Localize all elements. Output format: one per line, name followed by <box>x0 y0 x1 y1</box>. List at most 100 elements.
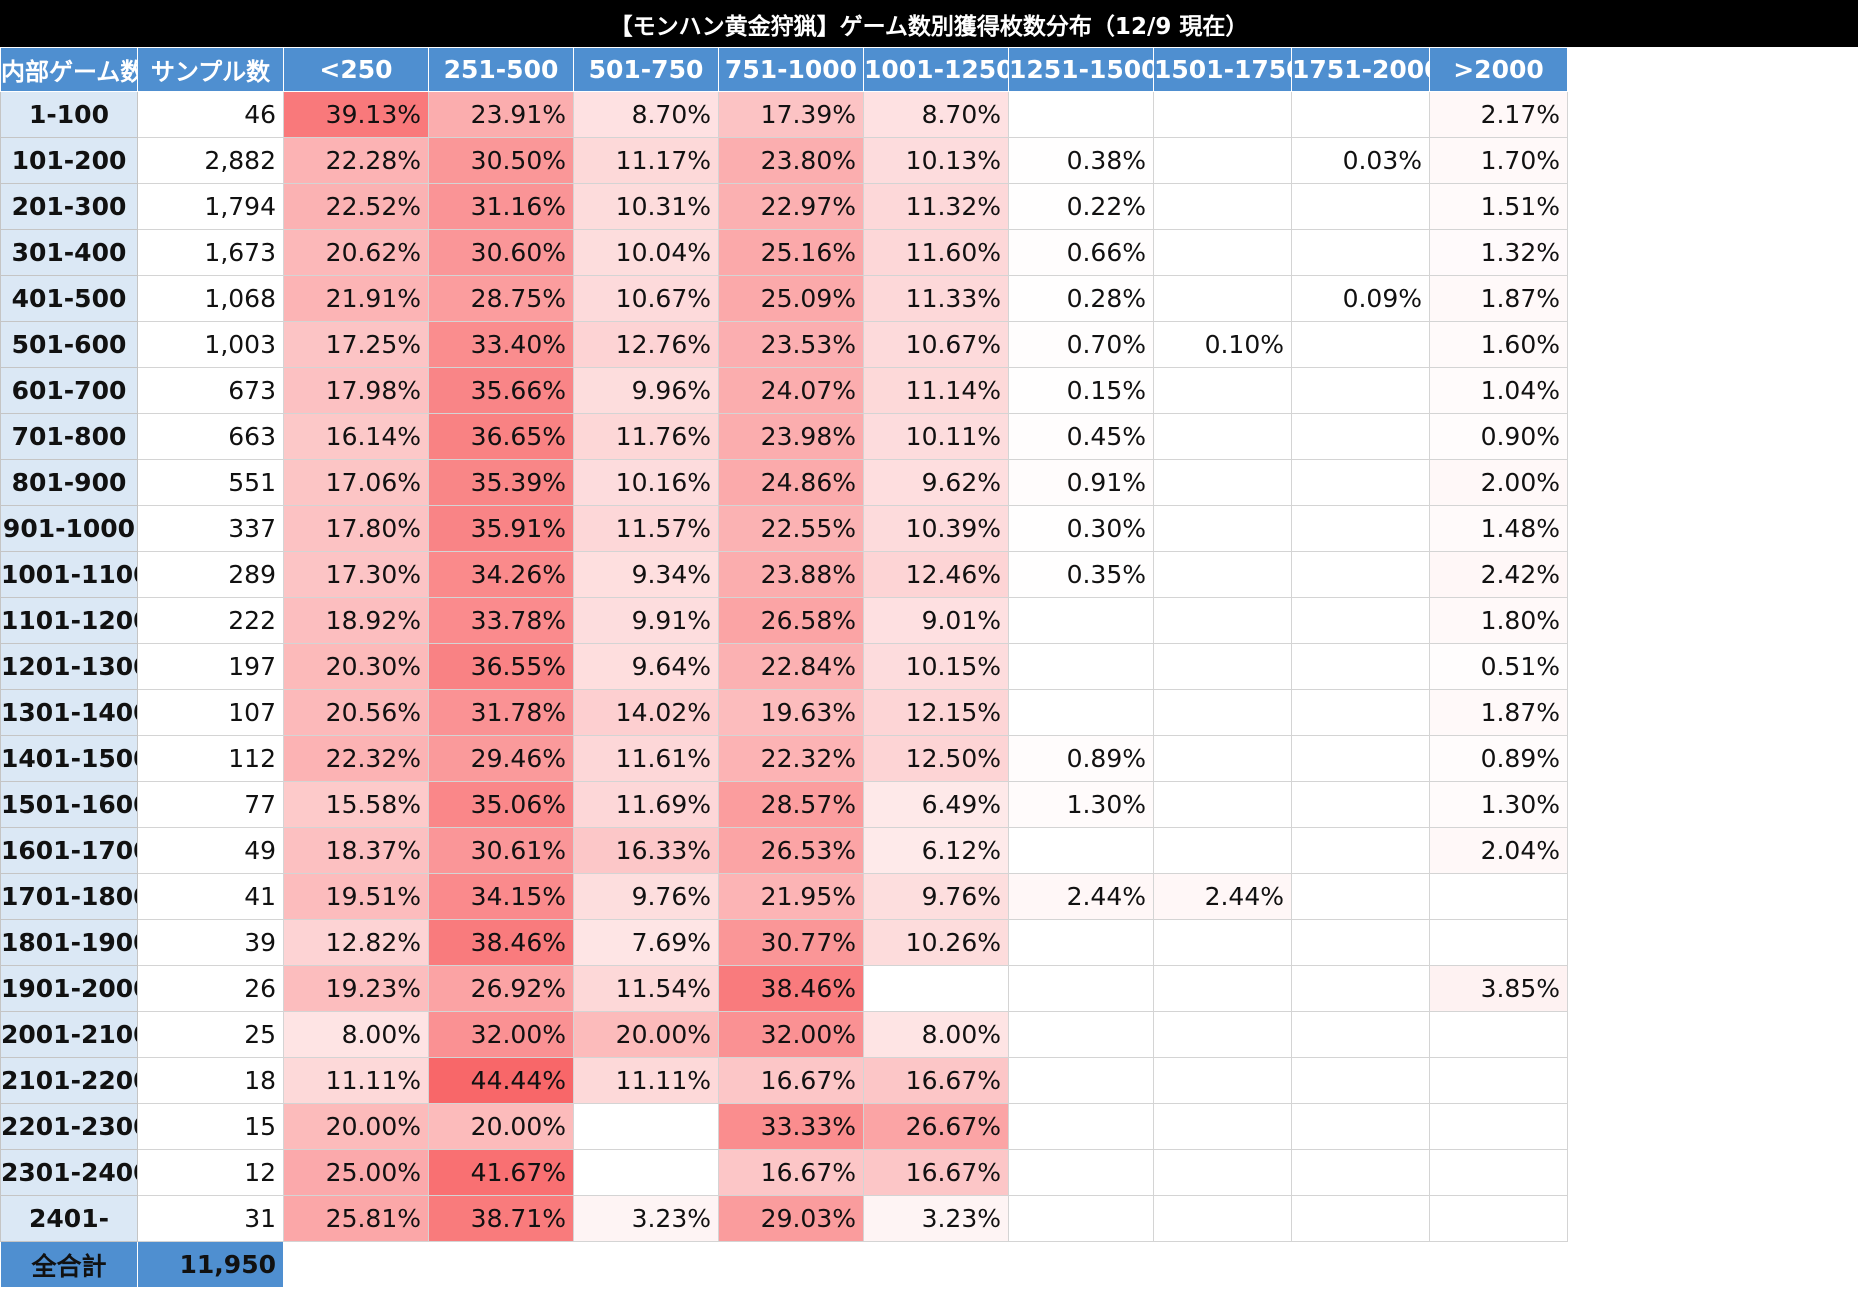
percent-cell[interactable]: 0.15% <box>1008 367 1154 414</box>
percent-cell[interactable]: 21.95% <box>718 873 864 920</box>
percent-cell[interactable] <box>1153 459 1292 506</box>
percent-cell[interactable]: 30.60% <box>428 229 574 276</box>
row-sample-count[interactable]: 39 <box>137 919 284 966</box>
percent-cell[interactable]: 3.23% <box>863 1195 1009 1242</box>
row-game-count[interactable]: 1501-1600 <box>0 781 138 828</box>
percent-cell[interactable]: 11.76% <box>573 413 719 460</box>
percent-cell[interactable]: 14.02% <box>573 689 719 736</box>
percent-cell[interactable] <box>1153 597 1292 644</box>
percent-cell[interactable]: 35.06% <box>428 781 574 828</box>
row-game-count[interactable]: 801-900 <box>0 459 138 506</box>
percent-cell[interactable]: 31.16% <box>428 183 574 230</box>
header-sample-count[interactable]: サンプル数 <box>137 47 284 92</box>
percent-cell[interactable]: 1.87% <box>1429 275 1568 322</box>
row-game-count[interactable]: 501-600 <box>0 321 138 368</box>
percent-cell[interactable]: 0.70% <box>1008 321 1154 368</box>
row-sample-count[interactable]: 197 <box>137 643 284 690</box>
percent-cell[interactable]: 1.80% <box>1429 597 1568 644</box>
percent-cell[interactable]: 17.80% <box>283 505 429 552</box>
percent-cell[interactable]: 9.62% <box>863 459 1009 506</box>
percent-cell[interactable]: 1.87% <box>1429 689 1568 736</box>
percent-cell[interactable] <box>1153 275 1292 322</box>
percent-cell[interactable] <box>1291 1057 1430 1104</box>
percent-cell[interactable] <box>1291 229 1430 276</box>
percent-cell[interactable]: 18.92% <box>283 597 429 644</box>
percent-cell[interactable]: 19.63% <box>718 689 864 736</box>
percent-cell[interactable] <box>1429 1011 1568 1058</box>
percent-cell[interactable]: 25.81% <box>283 1195 429 1242</box>
header-range-2[interactable]: 251-500 <box>428 47 574 92</box>
percent-cell[interactable]: 1.70% <box>1429 137 1568 184</box>
row-sample-count[interactable]: 1,673 <box>137 229 284 276</box>
row-game-count[interactable]: 2101-2200 <box>0 1057 138 1104</box>
percent-cell[interactable]: 3.23% <box>573 1195 719 1242</box>
percent-cell[interactable]: 10.11% <box>863 413 1009 460</box>
percent-cell[interactable] <box>1291 965 1430 1012</box>
row-game-count[interactable]: 901-1000 <box>0 505 138 552</box>
percent-cell[interactable] <box>1291 873 1430 920</box>
percent-cell[interactable] <box>1008 1103 1154 1150</box>
percent-cell[interactable]: 22.32% <box>718 735 864 782</box>
percent-cell[interactable] <box>1291 505 1430 552</box>
percent-cell[interactable]: 2.17% <box>1429 91 1568 138</box>
percent-cell[interactable] <box>1153 413 1292 460</box>
percent-cell[interactable]: 16.14% <box>283 413 429 460</box>
percent-cell[interactable] <box>1008 91 1154 138</box>
percent-cell[interactable]: 15.58% <box>283 781 429 828</box>
percent-cell[interactable]: 0.38% <box>1008 137 1154 184</box>
percent-cell[interactable]: 11.17% <box>573 137 719 184</box>
row-sample-count[interactable]: 289 <box>137 551 284 598</box>
percent-cell[interactable]: 23.80% <box>718 137 864 184</box>
percent-cell[interactable]: 36.55% <box>428 643 574 690</box>
row-game-count[interactable]: 1801-1900 <box>0 919 138 966</box>
percent-cell[interactable]: 0.28% <box>1008 275 1154 322</box>
row-sample-count[interactable]: 1,068 <box>137 275 284 322</box>
percent-cell[interactable]: 26.67% <box>863 1103 1009 1150</box>
percent-cell[interactable]: 26.53% <box>718 827 864 874</box>
percent-cell[interactable]: 28.75% <box>428 275 574 322</box>
percent-cell[interactable]: 17.98% <box>283 367 429 414</box>
total-value[interactable]: 11,950 <box>137 1241 284 1288</box>
percent-cell[interactable]: 1.30% <box>1429 781 1568 828</box>
row-sample-count[interactable]: 222 <box>137 597 284 644</box>
percent-cell[interactable]: 23.98% <box>718 413 864 460</box>
row-sample-count[interactable]: 12 <box>137 1149 284 1196</box>
percent-cell[interactable]: 38.46% <box>428 919 574 966</box>
percent-cell[interactable]: 9.91% <box>573 597 719 644</box>
percent-cell[interactable] <box>1153 551 1292 598</box>
percent-cell[interactable] <box>1291 551 1430 598</box>
percent-cell[interactable]: 2.44% <box>1153 873 1292 920</box>
percent-cell[interactable]: 11.54% <box>573 965 719 1012</box>
header-range-4[interactable]: 751-1000 <box>718 47 864 92</box>
percent-cell[interactable]: 38.46% <box>718 965 864 1012</box>
percent-cell[interactable]: 1.30% <box>1008 781 1154 828</box>
percent-cell[interactable]: 25.16% <box>718 229 864 276</box>
percent-cell[interactable] <box>1291 321 1430 368</box>
row-game-count[interactable]: 1701-1800 <box>0 873 138 920</box>
percent-cell[interactable] <box>1291 781 1430 828</box>
percent-cell[interactable] <box>1153 505 1292 552</box>
percent-cell[interactable]: 9.96% <box>573 367 719 414</box>
percent-cell[interactable]: 2.44% <box>1008 873 1154 920</box>
percent-cell[interactable]: 12.46% <box>863 551 1009 598</box>
row-game-count[interactable]: 1301-1400 <box>0 689 138 736</box>
percent-cell[interactable]: 12.76% <box>573 321 719 368</box>
percent-cell[interactable]: 11.61% <box>573 735 719 782</box>
percent-cell[interactable]: 9.01% <box>863 597 1009 644</box>
percent-cell[interactable]: 12.15% <box>863 689 1009 736</box>
percent-cell[interactable]: 0.09% <box>1291 275 1430 322</box>
percent-cell[interactable] <box>1291 597 1430 644</box>
row-sample-count[interactable]: 15 <box>137 1103 284 1150</box>
total-label[interactable]: 全合計 <box>0 1241 138 1288</box>
percent-cell[interactable]: 25.09% <box>718 275 864 322</box>
percent-cell[interactable]: 20.30% <box>283 643 429 690</box>
percent-cell[interactable]: 26.58% <box>718 597 864 644</box>
percent-cell[interactable]: 33.33% <box>718 1103 864 1150</box>
percent-cell[interactable]: 18.37% <box>283 827 429 874</box>
percent-cell[interactable]: 0.51% <box>1429 643 1568 690</box>
row-sample-count[interactable]: 26 <box>137 965 284 1012</box>
header-range-6[interactable]: 1251-1500 <box>1008 47 1154 92</box>
percent-cell[interactable]: 11.11% <box>283 1057 429 1104</box>
percent-cell[interactable]: 19.23% <box>283 965 429 1012</box>
percent-cell[interactable]: 11.14% <box>863 367 1009 414</box>
